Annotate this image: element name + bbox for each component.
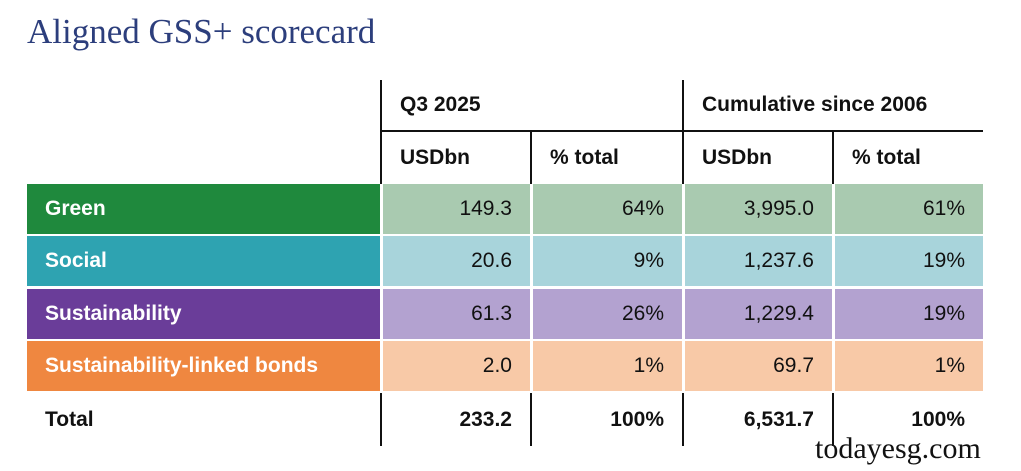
row-label: Sustainability-linked bonds	[27, 340, 380, 394]
data-cell: 19%	[832, 236, 983, 290]
data-cell: 61%	[832, 184, 983, 237]
data-cell: 1%	[832, 340, 983, 394]
total-cell: 233.2	[380, 393, 530, 446]
data-cell: 1,229.4	[682, 288, 832, 342]
data-cell: 64%	[530, 184, 682, 237]
data-cell: 19%	[832, 288, 983, 342]
column-header: % total	[530, 132, 682, 184]
title: Aligned GSS+ scorecard	[27, 12, 376, 51]
data-cell: 149.3	[380, 184, 530, 237]
data-cell: 2.0	[380, 340, 530, 394]
data-cell: 69.7	[682, 340, 832, 394]
data-cell: 20.6	[380, 236, 530, 290]
column-header: % total	[832, 132, 983, 184]
row-label: Social	[27, 236, 380, 290]
column-header: USDbn	[380, 132, 530, 184]
data-cell: 9%	[530, 236, 682, 290]
column-header: USDbn	[682, 132, 832, 184]
total-cell: 6,531.7	[682, 393, 832, 446]
group-header: Q3 2025	[380, 80, 682, 132]
data-cell: 1,237.6	[682, 236, 832, 290]
data-cell: 61.3	[380, 288, 530, 342]
total-cell: 100%	[832, 393, 983, 446]
row-label: Sustainability	[27, 288, 380, 342]
data-cell: 26%	[530, 288, 682, 342]
total-cell: 100%	[530, 393, 682, 446]
watermark: todayesg.com	[815, 432, 981, 465]
data-cell: 3,995.0	[682, 184, 832, 237]
total-label: Total	[45, 407, 94, 431]
data-cell: 1%	[530, 340, 682, 394]
row-label: Green	[27, 184, 380, 237]
group-header: Cumulative since 2006	[682, 80, 983, 132]
